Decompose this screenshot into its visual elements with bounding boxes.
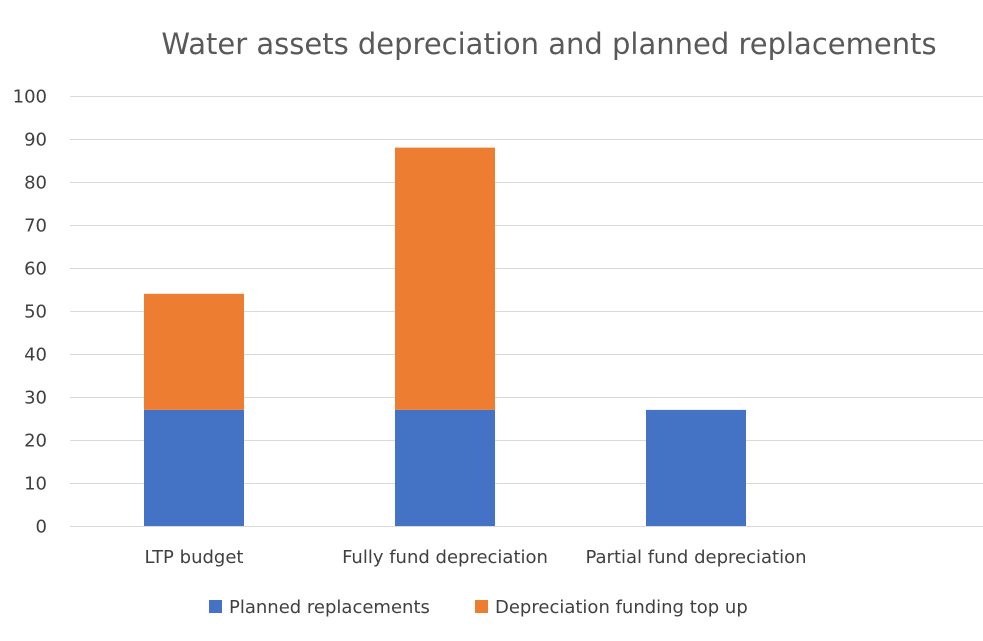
legend-label-0: Planned replacements xyxy=(229,597,430,618)
y-tick-label: 10 xyxy=(24,474,47,495)
y-tick-label: 50 xyxy=(24,302,47,323)
y-tick-label: 30 xyxy=(24,388,47,409)
legend-label-1: Depreciation funding top up xyxy=(495,597,748,618)
y-tick-label: 80 xyxy=(24,173,47,194)
y-tick-label: 20 xyxy=(24,431,47,452)
legend-swatch-1 xyxy=(475,600,488,613)
y-tick-label: 0 xyxy=(36,517,47,538)
x-category-label: Fully fund depreciation xyxy=(342,547,548,568)
bar-planned-replacements-0 xyxy=(144,409,244,526)
y-axis-ticks: 0 10 20 30 40 50 60 70 80 90 100 xyxy=(13,87,47,538)
y-tick-label: 40 xyxy=(24,345,47,366)
y-tick-label: 90 xyxy=(24,130,47,151)
bars xyxy=(144,147,746,526)
legend-swatch-0 xyxy=(209,600,222,613)
bar-depreciation-top-up-1 xyxy=(395,147,495,410)
legend: Planned replacements Depreciation funding… xyxy=(209,597,748,618)
x-axis-categories: LTP budget Fully fund depreciation Partial… xyxy=(145,547,807,568)
chart-title: Water assets depreciation and planned re… xyxy=(161,27,936,61)
bar-depreciation-top-up-0 xyxy=(144,293,244,410)
y-tick-label: 100 xyxy=(13,87,47,108)
y-tick-label: 70 xyxy=(24,216,47,237)
bar-planned-replacements-1 xyxy=(395,409,495,526)
y-tick-label: 60 xyxy=(24,259,47,280)
bar-planned-replacements-2 xyxy=(646,409,746,526)
x-category-label: LTP budget xyxy=(145,547,244,568)
x-category-label: Partial fund depreciation xyxy=(585,547,806,568)
